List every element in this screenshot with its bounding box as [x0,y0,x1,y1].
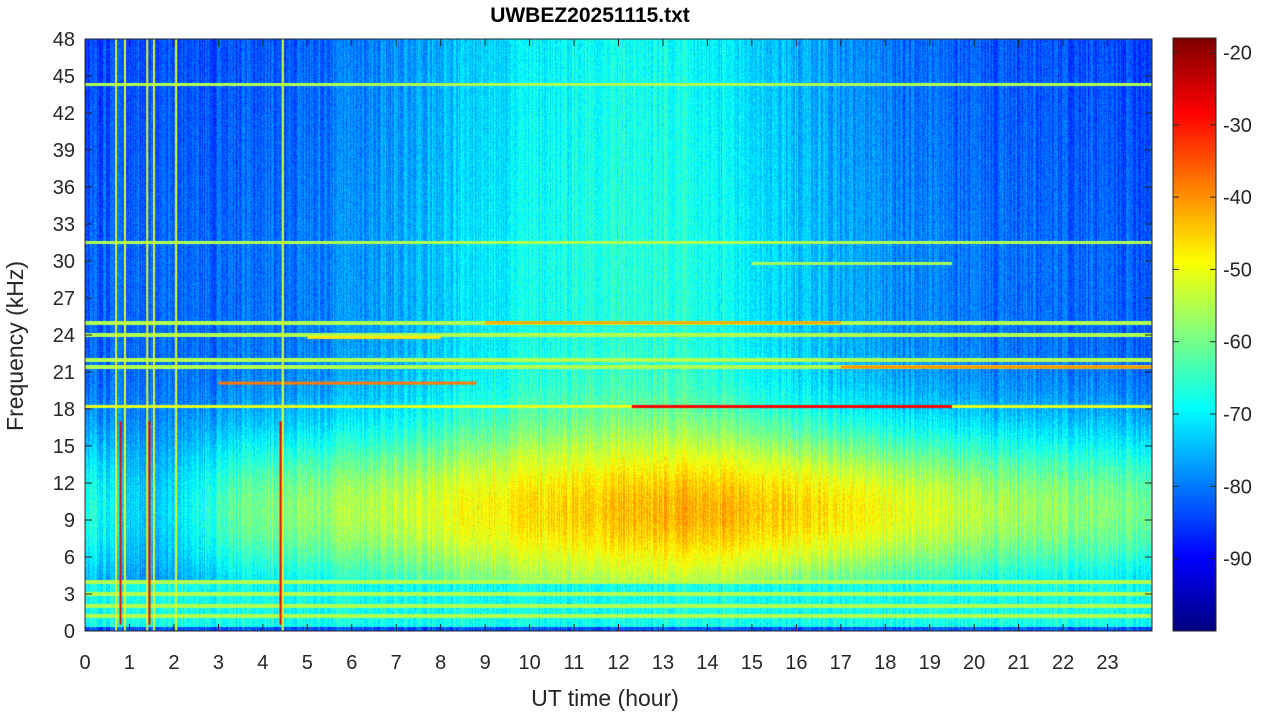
x-tick-label: 5 [302,652,313,674]
colorbar-tick-label: -40 [1223,187,1252,209]
colorbar-ticks: -20 -30 -40 -50 -60 -70 -80 -90 [1173,42,1252,571]
chart-title: UWBEZ20251115.txt [490,4,690,27]
x-tick-label: 20 [963,652,985,674]
x-tick-label: 1 [124,652,135,674]
x-tick-label: 21 [1008,652,1030,674]
colorbar-tick-label: -90 [1223,549,1252,571]
y-tick-label: 9 [64,510,75,532]
y-tick-label: 6 [64,547,75,569]
spectrogram-heatmap [85,39,1152,631]
y-tick-label: 3 [64,584,75,606]
x-tick-label: 9 [480,652,491,674]
x-tick-label: 13 [652,652,674,674]
x-tick-label: 10 [518,652,540,674]
x-tick-label: 18 [874,652,896,674]
y-tick-label: 42 [53,103,75,125]
y-tick-label: 48 [53,29,75,51]
x-tick-label: 6 [346,652,357,674]
x-tick-label: 2 [168,652,179,674]
x-tick-label: 23 [1096,652,1118,674]
y-tick-label: 15 [53,436,75,458]
colorbar-tick-label: -70 [1223,404,1252,426]
spectrogram-plot-area [85,39,1152,631]
x-tick-label: 16 [785,652,807,674]
colorbar [1173,38,1216,631]
y-tick-label: 18 [53,399,75,421]
y-tick-label: 45 [53,66,75,88]
x-axis: 0 1 2 3 4 5 6 7 8 9 10 11 12 13 14 15 16 17 18 19 20 21 22 23 [79,39,1119,674]
y-tick-label: 39 [53,140,75,162]
x-tick-label: 19 [919,652,941,674]
y-tick-label: 0 [64,621,75,643]
colorbar-tick-label: -20 [1223,42,1252,64]
colorbar-frame [1172,37,1217,632]
colorbar-tick-label: -50 [1223,259,1252,281]
colorbar-gradient [1173,38,1216,631]
colorbar-tick-label: -60 [1223,332,1252,354]
x-tick-label: 14 [696,652,718,674]
x-tick-label: 7 [391,652,402,674]
y-tick-label: 30 [53,251,75,273]
y-tick-label: 21 [53,362,75,384]
x-tick-label: 8 [435,652,446,674]
x-tick-label: 3 [213,652,224,674]
x-tick-label: 15 [741,652,763,674]
y-tick-label: 24 [53,325,75,347]
x-tick-label: 11 [564,652,585,674]
colorbar-tick-label: -80 [1223,476,1252,498]
x-tick-label: 0 [79,652,90,674]
x-tick-label: 12 [607,652,629,674]
y-axis-label: Frequency (kHz) [2,261,28,431]
colorbar-tick-label: -30 [1223,115,1252,137]
x-tick-label: 17 [830,652,852,674]
y-tick-label: 12 [53,473,75,495]
x-axis-label: UT time (hour) [531,685,679,711]
y-tick-label: 27 [53,288,75,310]
x-tick-label: 22 [1052,652,1074,674]
y-tick-label: 36 [53,177,75,199]
y-tick-label: 33 [53,214,75,236]
x-tick-label: 4 [257,652,268,674]
